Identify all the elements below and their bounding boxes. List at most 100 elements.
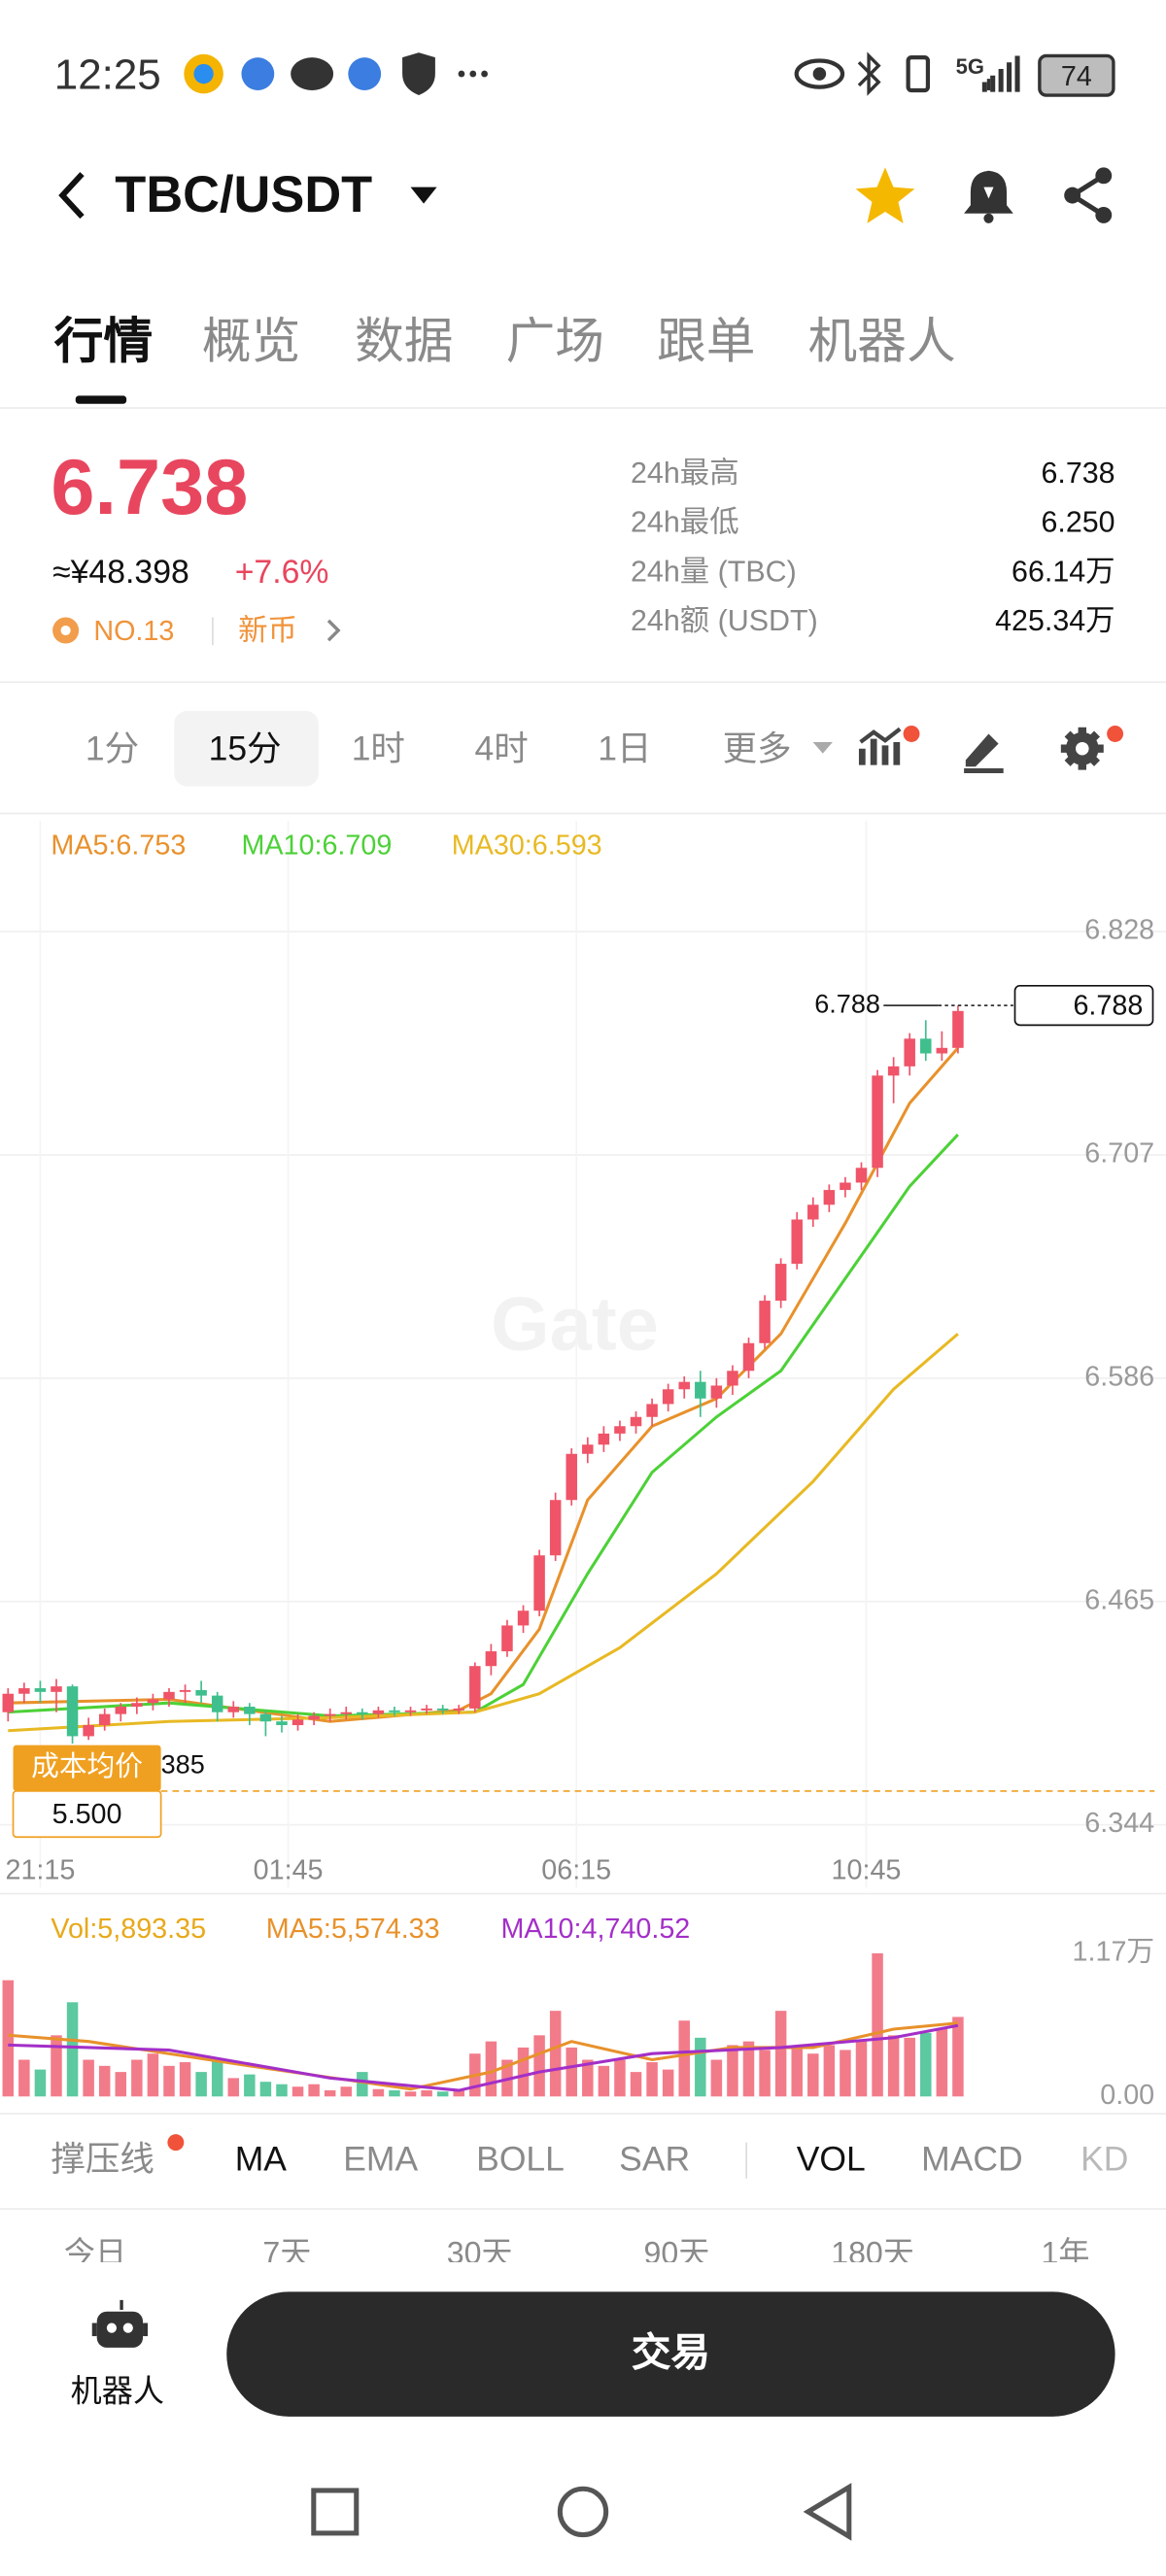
trade-button[interactable]: 交易 [226,2291,1115,2417]
indicator-tab[interactable]: MA [234,2140,287,2179]
interval[interactable]: 1分 [85,730,140,768]
candle-body [501,1625,513,1652]
pair-dropdown[interactable] [409,184,438,207]
range-tab[interactable]: 90天 [643,2237,710,2263]
y-tick-label: 6.828 [1084,915,1154,946]
battery: 74 [1038,53,1115,97]
candle-body [904,1038,915,1067]
volume-bar [195,2072,207,2097]
candle-body [727,1371,738,1386]
tag-chevron[interactable] [324,617,343,643]
tab[interactable]: 跟单 [657,315,756,370]
indicator-button[interactable] [857,723,923,775]
favorite-star[interactable] [854,164,920,226]
separator [212,617,214,646]
candle-body [887,1066,900,1076]
back-button[interactable] [50,167,99,222]
candle-body [840,1182,851,1191]
volume-bar [18,2059,30,2097]
volume-bar [710,2059,723,2097]
legend-entry: Vol:5,893.35 [51,1914,206,1945]
candle-body [485,1651,497,1667]
status-icons [184,52,488,96]
nav-back[interactable] [803,2483,852,2541]
volume-bar [51,2035,62,2097]
stat-label: 24h量 (TBC) [631,555,797,589]
range-tab[interactable]: 30天 [446,2237,513,2263]
candle-body [2,1693,15,1712]
status-right-icons [794,51,991,96]
indicator-tab[interactable]: BOLL [476,2140,565,2179]
tab[interactable]: 行情 [53,315,154,370]
interval[interactable]: 更多 [722,730,792,768]
indicator-tab[interactable]: VOL [796,2140,866,2179]
tab[interactable]: 数据 [355,315,454,370]
volume-bar [372,2088,385,2097]
x-tick-label: 06:15 [541,1854,611,1885]
stat-label: 24h最高 [631,456,739,490]
volume-bar [646,2062,658,2097]
indicator-tab[interactable]: KD [1080,2140,1129,2179]
volume-bar [436,2091,449,2097]
indicator-tab[interactable]: MACD [921,2140,1023,2179]
volume-bar [485,2041,497,2097]
candle-body [582,1444,594,1454]
volume-bar [695,2037,706,2097]
new-coin-tag[interactable]: 新币 [238,614,297,647]
last-price: 6.738 [51,445,249,532]
volume-bar [598,2065,610,2097]
cost-label-bg [13,1745,161,1791]
volume-bar [259,2082,272,2097]
trade-label[interactable]: 交易 [631,2331,710,2376]
tab[interactable]: 广场 [505,315,604,370]
candle-body [83,1725,94,1737]
divider [0,407,1166,409]
candle-body [872,1075,883,1169]
candle-body [662,1389,674,1405]
candle-body [936,1047,948,1054]
volume-bar [807,2053,819,2097]
interval[interactable]: 1时 [351,730,405,768]
settings-button[interactable] [1057,723,1129,775]
tab[interactable]: 机器人 [807,315,956,370]
tab[interactable]: 概览 [201,315,301,370]
x-tick-label: 21:15 [5,1854,75,1885]
interval[interactable]: 15分 [208,730,282,768]
legend-entry: MA10:4,740.52 [500,1914,690,1945]
draw-button[interactable] [959,724,1009,774]
candle-body [855,1168,868,1183]
alert-bell[interactable] [959,166,1018,225]
candle-body [710,1385,723,1399]
divider [0,2208,1166,2210]
volume-bar [774,2011,787,2097]
range-tab[interactable]: 7天 [262,2237,312,2263]
y-tick-label: 1.17万 [1073,1937,1155,1968]
volume-bar [115,2072,127,2097]
share-button[interactable] [1061,166,1120,225]
robot-label[interactable]: 机器人 [70,2375,165,2411]
indicator-tab[interactable]: SAR [619,2140,691,2179]
indicator-tab[interactable]: EMA [343,2140,419,2179]
range-tab[interactable]: 180天 [831,2237,914,2263]
robot-icon[interactable] [91,2298,149,2354]
interval[interactable]: 4时 [474,730,529,768]
volume-bar [952,2017,964,2097]
volume-bar [614,2059,626,2097]
volume-bar [517,2047,530,2097]
candle-body [34,1688,47,1692]
candle-body [678,1381,690,1390]
nav-home[interactable] [557,2486,609,2538]
volume-bar [389,2090,400,2097]
volume-bar [582,2059,594,2097]
stat-value: 425.34万 [995,603,1115,637]
range-tab[interactable]: 1年 [1041,2237,1090,2263]
range-tab[interactable]: 今日 [63,2237,127,2263]
ma-line [8,1134,959,1718]
candle-body [695,1381,706,1399]
interval[interactable]: 1日 [598,730,652,768]
more-caret[interactable] [811,740,835,757]
nav-recent[interactable] [311,2488,360,2536]
candle-body [920,1038,932,1054]
indicator-tab[interactable]: 撑压线 [51,2140,154,2179]
pair-title[interactable]: TBC/USDT [115,165,373,223]
